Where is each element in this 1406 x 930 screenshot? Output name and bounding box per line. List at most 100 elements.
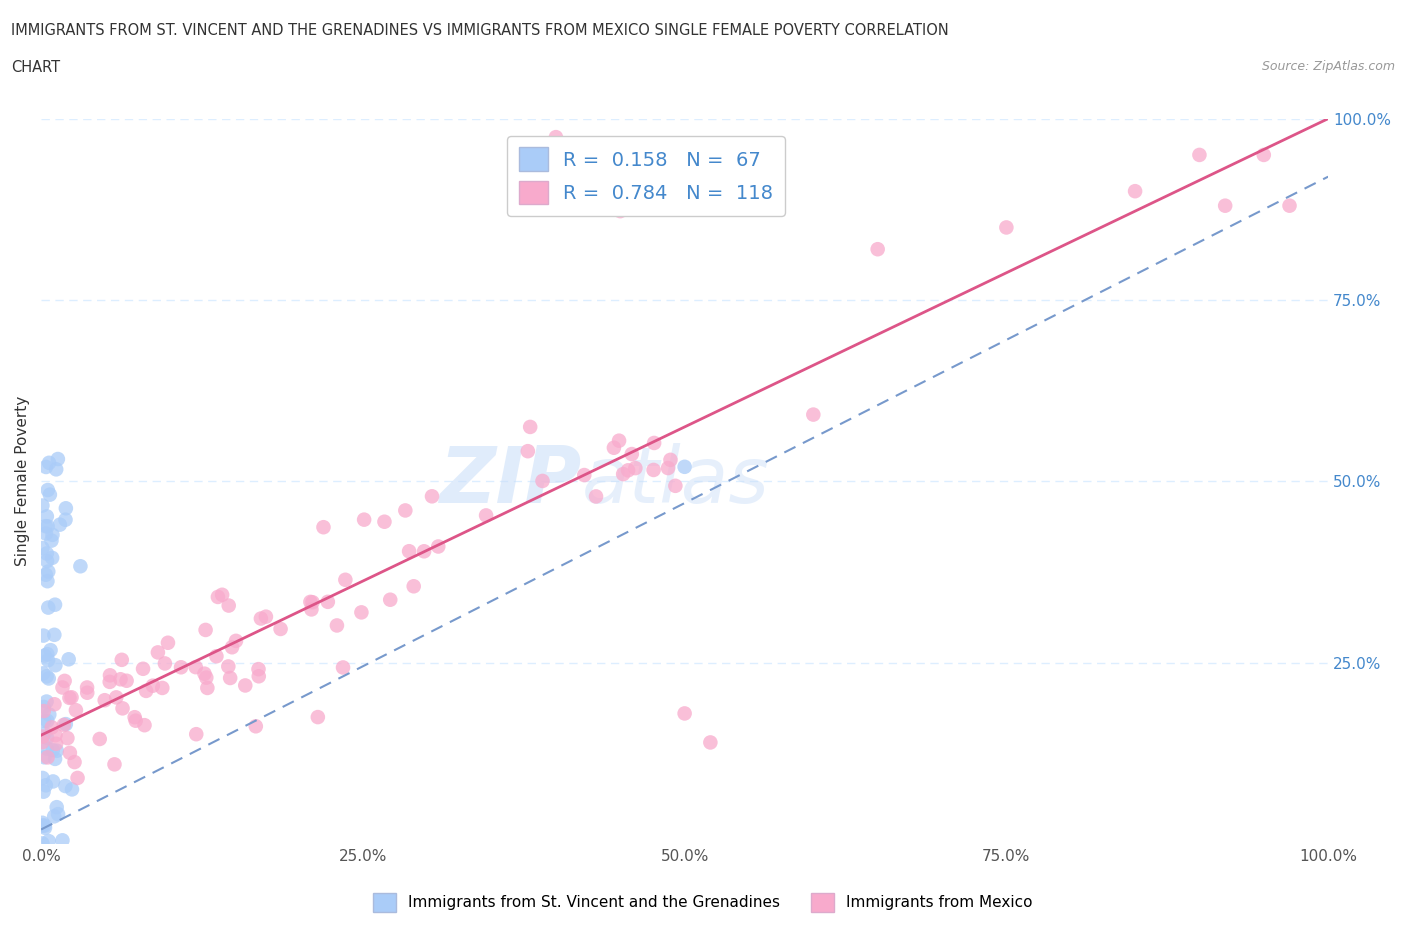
Point	[45, 737, 67, 751]
Point	[44, 697, 66, 711]
Point	[609, 204, 631, 219]
Point	[225, 633, 247, 648]
Point	[326, 618, 349, 633]
Point	[32, 704, 55, 719]
Point	[624, 460, 647, 475]
Point	[170, 660, 193, 675]
Point	[52, 717, 75, 732]
Point	[585, 489, 607, 504]
Point	[801, 407, 824, 422]
Point	[254, 609, 277, 624]
Point	[34, 820, 56, 835]
Point	[55, 512, 77, 527]
Point	[657, 460, 679, 475]
Point	[664, 478, 686, 493]
Point	[186, 726, 208, 741]
Text: IMMIGRANTS FROM ST. VINCENT AND THE GRENADINES VS IMMIGRANTS FROM MEXICO SINGLE : IMMIGRANTS FROM ST. VINCENT AND THE GREN…	[11, 23, 949, 38]
Point	[193, 666, 215, 681]
Point	[44, 751, 66, 766]
Point	[32, 628, 55, 643]
Point	[44, 727, 66, 742]
Point	[41, 551, 63, 565]
Point	[866, 242, 889, 257]
Y-axis label: Single Female Poverty: Single Female Poverty	[15, 396, 30, 566]
Point	[247, 669, 270, 684]
Point	[41, 527, 63, 542]
Point	[673, 459, 696, 474]
Point	[105, 690, 128, 705]
Point	[35, 741, 58, 756]
Point	[156, 635, 179, 650]
Point	[35, 777, 58, 792]
Point	[195, 681, 218, 696]
Point	[46, 452, 69, 467]
Point	[301, 595, 323, 610]
Point	[60, 690, 83, 705]
Point	[38, 833, 60, 848]
Point	[218, 598, 240, 613]
Point	[46, 806, 69, 821]
Point	[142, 678, 165, 693]
Point	[34, 648, 56, 663]
Point	[301, 602, 323, 617]
Point	[98, 674, 121, 689]
Point	[31, 818, 53, 833]
Point	[124, 713, 146, 728]
Point	[53, 673, 76, 688]
Point	[35, 553, 58, 568]
Point	[135, 684, 157, 698]
Point	[134, 718, 156, 733]
Point	[620, 446, 643, 461]
Point	[44, 597, 66, 612]
Point	[995, 220, 1018, 235]
Point	[335, 572, 357, 587]
Point	[98, 668, 121, 683]
Point	[544, 129, 567, 144]
Point	[150, 681, 173, 696]
Point	[37, 653, 59, 668]
Point	[132, 661, 155, 676]
Point	[643, 462, 665, 477]
Point	[221, 640, 243, 655]
Point	[110, 671, 132, 686]
Point	[738, 142, 761, 157]
Point	[39, 643, 62, 658]
Point	[299, 594, 322, 609]
Point	[394, 503, 416, 518]
Point	[332, 660, 354, 675]
Point	[195, 671, 218, 685]
Point	[38, 671, 60, 686]
Point	[1188, 148, 1211, 163]
Point	[699, 735, 721, 750]
Point	[1253, 148, 1275, 163]
Point	[45, 462, 67, 477]
Point	[55, 501, 77, 516]
Point	[59, 745, 82, 760]
Point	[35, 669, 58, 684]
Point	[34, 713, 56, 728]
Point	[51, 680, 73, 695]
Point	[353, 512, 375, 527]
Point	[93, 693, 115, 708]
Point	[35, 509, 58, 524]
Point	[673, 706, 696, 721]
Point	[617, 463, 640, 478]
Point	[35, 546, 58, 561]
Point	[49, 517, 72, 532]
Point	[699, 161, 721, 176]
Point	[31, 771, 53, 786]
Point	[153, 656, 176, 671]
Point	[603, 440, 626, 455]
Point	[124, 710, 146, 724]
Point	[31, 836, 53, 851]
Point	[398, 544, 420, 559]
Point	[45, 743, 67, 758]
Point	[32, 784, 55, 799]
Point	[37, 600, 59, 615]
Point	[373, 514, 395, 529]
Point	[531, 473, 554, 488]
Point	[65, 703, 87, 718]
Point	[35, 459, 58, 474]
Point	[250, 611, 273, 626]
Point	[1123, 184, 1146, 199]
